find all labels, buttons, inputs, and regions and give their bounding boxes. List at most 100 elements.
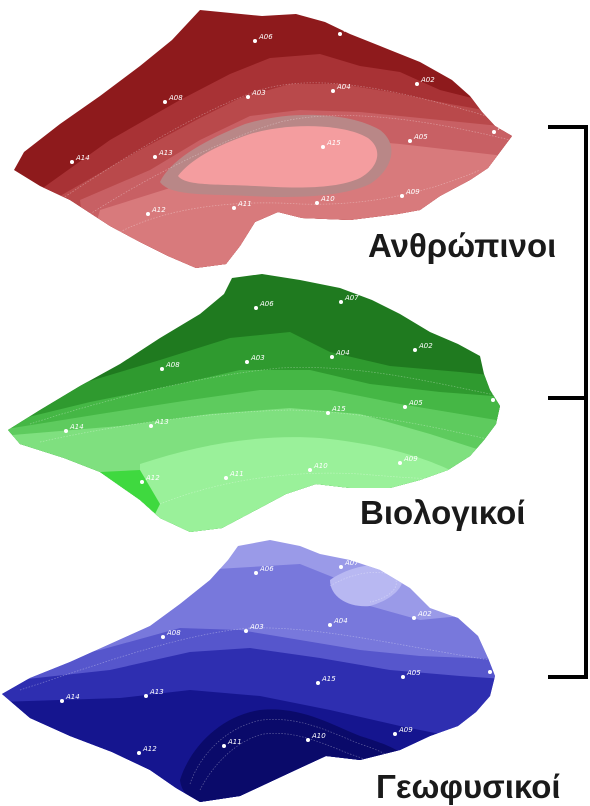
svg-text:A01: A01 [496,392,511,400]
svg-text:A03: A03 [249,623,264,631]
svg-text:A07: A07 [343,26,358,34]
svg-text:A09: A09 [405,188,420,196]
site-marker: A10 [315,195,335,205]
map-panel-biological: A06 A07 A08 A03 A04 A02 A01 A14 A13 A15 … [8,274,525,532]
site-marker: A14 [64,423,84,433]
site-marker: A06 [253,33,273,43]
panel-label-anthropogenic: Ανθρώπινοι [368,227,556,264]
site-marker: A10 [308,462,328,472]
svg-text:A02: A02 [418,342,433,350]
panel-label-geophysical: Γεωφυσικοί [376,768,561,805]
svg-text:A07: A07 [344,559,359,567]
svg-text:A13: A13 [154,418,169,426]
site-marker: A05 [403,399,423,409]
site-marker: A11 [222,738,242,748]
contour-line [39,409,500,443]
site-marker: A08 [160,361,180,371]
site-marker: A07 [339,559,359,569]
site-marker: A06 [254,565,274,575]
contour-line [19,627,491,691]
site-marker: A01 [491,392,511,402]
site-marker: A06 [254,300,274,310]
svg-text:A10: A10 [311,732,326,740]
site-marker: A13 [149,418,169,428]
site-marker: A15 [321,139,341,149]
site-marker: A03 [245,354,265,364]
site-marker: A04 [330,349,350,359]
svg-text:A11: A11 [229,470,244,478]
svg-text:A14: A14 [65,693,80,701]
svg-text:A09: A09 [403,455,418,463]
svg-text:A15: A15 [321,675,336,683]
group-bracket [548,125,588,679]
site-marker: A11 [232,200,252,210]
site-marker: A13 [153,149,173,159]
svg-text:A08: A08 [168,94,183,102]
svg-text:A04: A04 [336,83,351,91]
site-marker: A07 [338,26,358,36]
svg-text:A05: A05 [408,399,423,407]
svg-text:A07: A07 [344,294,359,302]
contour-line [119,169,481,233]
svg-text:A11: A11 [227,738,242,746]
site-marker: A14 [60,693,80,703]
site-marker: A04 [328,617,348,627]
map-panel-anthropogenic: A06 A07 A08 A03 A04 A02 A01 A14 A13 A15 … [14,10,556,268]
site-marker: A14 [70,154,90,164]
site-marker: A13 [144,688,164,698]
site-marker: A15 [316,675,336,685]
svg-text:A05: A05 [406,669,421,677]
svg-text:A10: A10 [320,195,335,203]
site-marker: A09 [393,726,413,736]
site-marker: A02 [415,76,435,86]
site-marker: A10 [306,732,326,742]
svg-text:A01: A01 [493,664,508,672]
svg-text:A11: A11 [237,200,252,208]
svg-text:A08: A08 [166,629,181,637]
site-marker: A11 [224,470,244,480]
svg-text:A06: A06 [259,300,274,308]
svg-text:A02: A02 [417,610,432,618]
site-marker: A05 [408,133,428,143]
site-marker: A04 [331,83,351,93]
site-marker: A07 [339,294,359,304]
contour-line [59,82,501,201]
svg-text:A01: A01 [497,124,512,132]
map-panel-geophysical: A06 A07 A08 A03 A04 A02 A01 A14 A13 A15 … [2,540,561,805]
site-marker: A03 [244,623,264,633]
svg-text:A12: A12 [151,206,166,214]
svg-text:A15: A15 [331,405,346,413]
svg-text:A13: A13 [149,688,164,696]
svg-text:A02: A02 [420,76,435,84]
svg-text:A15: A15 [326,139,341,147]
svg-text:A05: A05 [413,133,428,141]
svg-text:A14: A14 [69,423,84,431]
svg-text:A10: A10 [313,462,328,470]
contour-line [89,115,511,215]
site-marker: A02 [413,342,433,352]
site-marker: A12 [146,206,166,216]
svg-text:A03: A03 [250,354,265,362]
svg-text:A03: A03 [251,89,266,97]
panel-label-biological: Βιολογικοί [360,494,525,531]
site-marker: A12 [137,745,157,755]
site-marker: A02 [412,610,432,620]
svg-text:A06: A06 [259,565,274,573]
site-marker: A12 [140,474,160,484]
site-marker: A05 [401,669,421,679]
site-marker: A09 [400,188,420,198]
site-marker: A09 [398,455,418,465]
site-marker: A03 [246,89,266,99]
site-marker: A01 [488,664,508,674]
svg-text:A13: A13 [158,149,173,157]
svg-text:A06: A06 [258,33,273,41]
svg-text:A12: A12 [142,745,157,753]
svg-text:A04: A04 [333,617,348,625]
core-zone [178,126,378,188]
svg-text:A04: A04 [335,349,350,357]
site-marker: A01 [492,124,512,134]
svg-text:A14: A14 [75,154,90,162]
contour-line [29,367,500,425]
svg-text:A12: A12 [145,474,160,482]
